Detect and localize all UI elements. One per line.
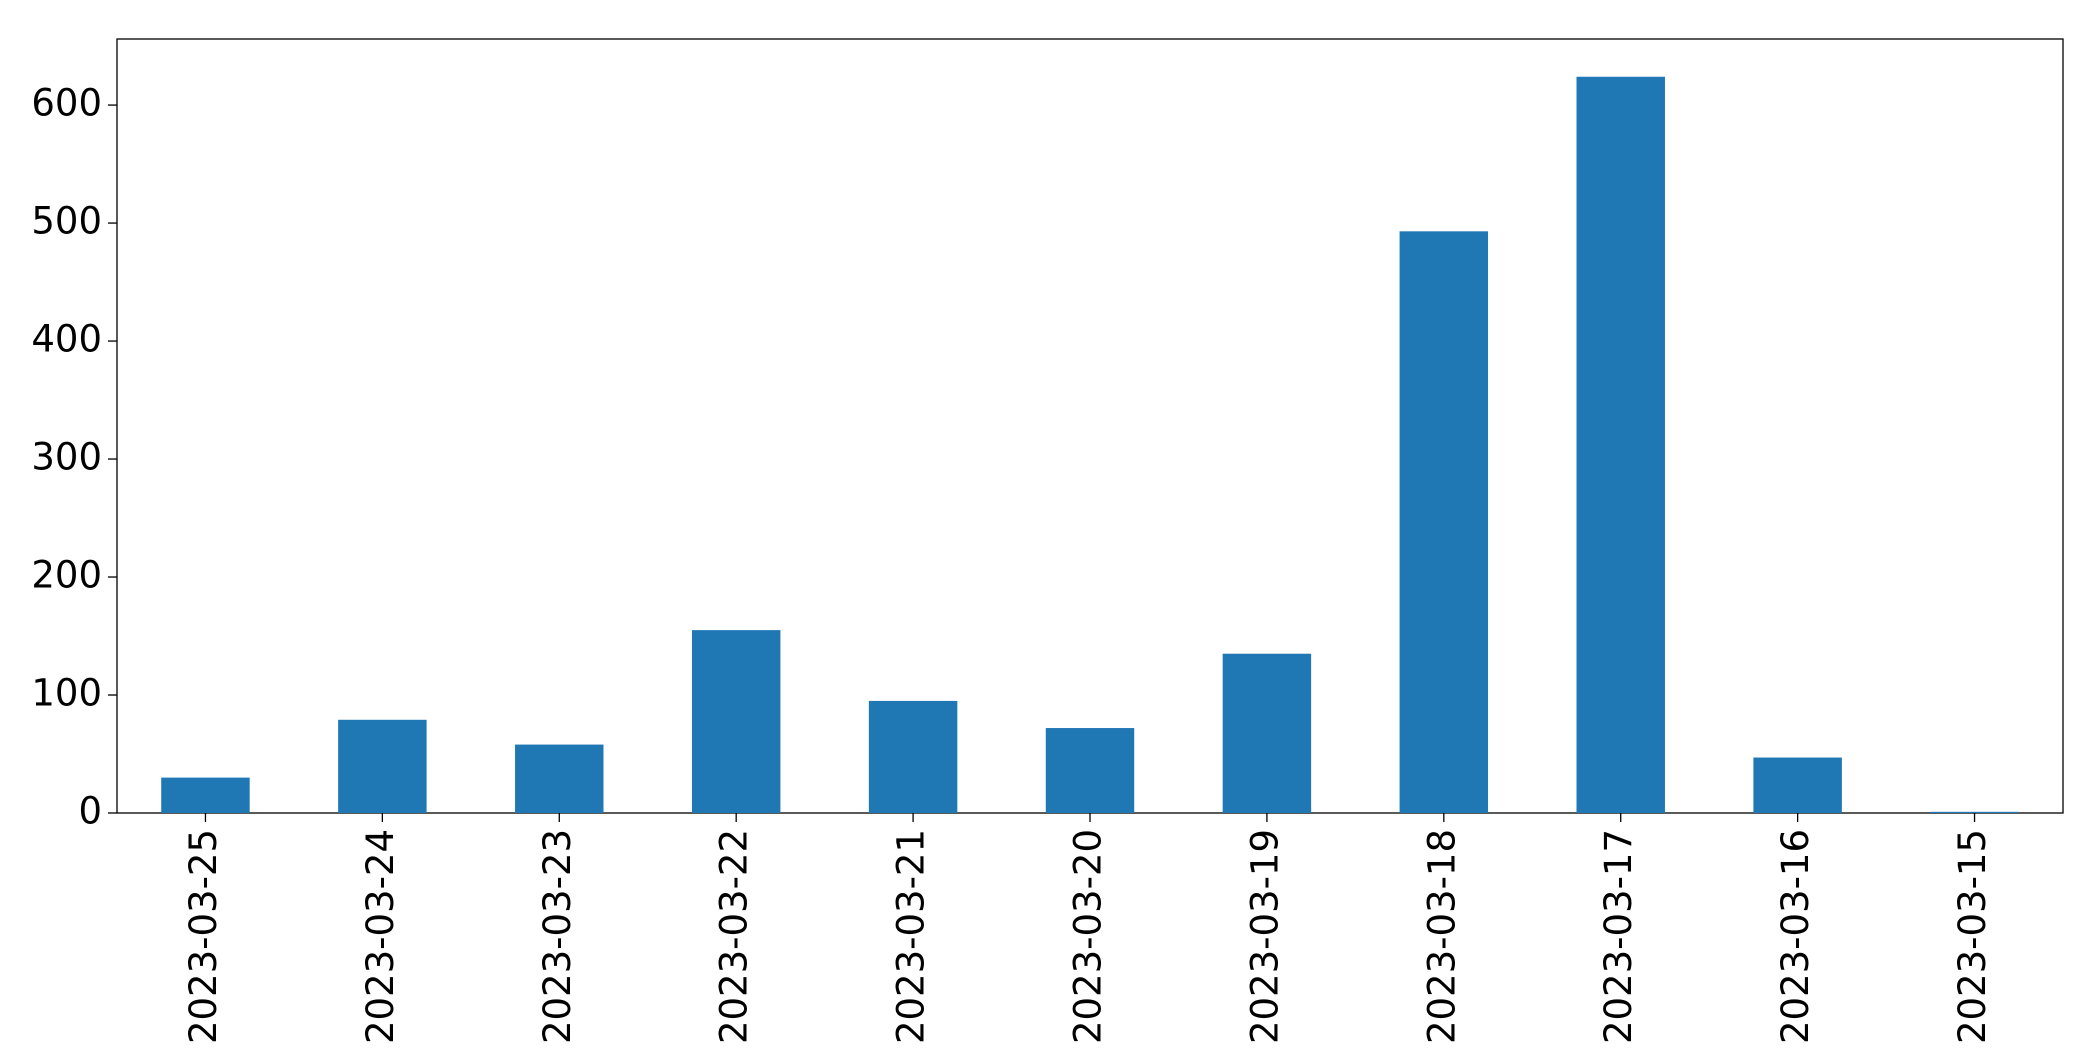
x-tick-label: 2023-03-16 xyxy=(1774,829,1817,1044)
bar xyxy=(161,777,250,813)
x-tick-label: 2023-03-22 xyxy=(713,829,756,1044)
x-tick-label: 2023-03-25 xyxy=(182,829,225,1044)
bar xyxy=(868,700,958,813)
bar xyxy=(1222,653,1312,813)
bar xyxy=(1399,231,1489,813)
bar xyxy=(1576,76,1665,813)
y-tick-label: 300 xyxy=(31,436,102,479)
y-tick-label: 400 xyxy=(31,318,102,361)
y-tick-label: 100 xyxy=(31,672,102,715)
y-tick-label: 200 xyxy=(31,554,102,597)
y-tick-label: 0 xyxy=(78,790,102,833)
y-tick-label: 600 xyxy=(31,82,102,125)
x-tick-label: 2023-03-20 xyxy=(1067,829,1110,1044)
x-tick-label: 2023-03-23 xyxy=(536,829,579,1044)
bar xyxy=(1045,728,1135,813)
bar xyxy=(1753,757,1842,813)
bar xyxy=(1930,811,2019,813)
plot-frame xyxy=(116,38,2064,814)
x-tick-label: 2023-03-24 xyxy=(359,829,402,1044)
y-tick-label: 500 xyxy=(31,200,102,243)
bar xyxy=(338,719,427,813)
x-tick-label: 2023-03-18 xyxy=(1420,829,1463,1044)
bar xyxy=(515,744,604,813)
x-tick-label: 2023-03-19 xyxy=(1243,829,1286,1044)
x-tick-label: 2023-03-17 xyxy=(1597,829,1640,1044)
x-tick-label: 2023-03-21 xyxy=(890,829,933,1044)
x-tick-label: 2023-03-15 xyxy=(1951,829,1994,1044)
bar xyxy=(691,630,781,813)
